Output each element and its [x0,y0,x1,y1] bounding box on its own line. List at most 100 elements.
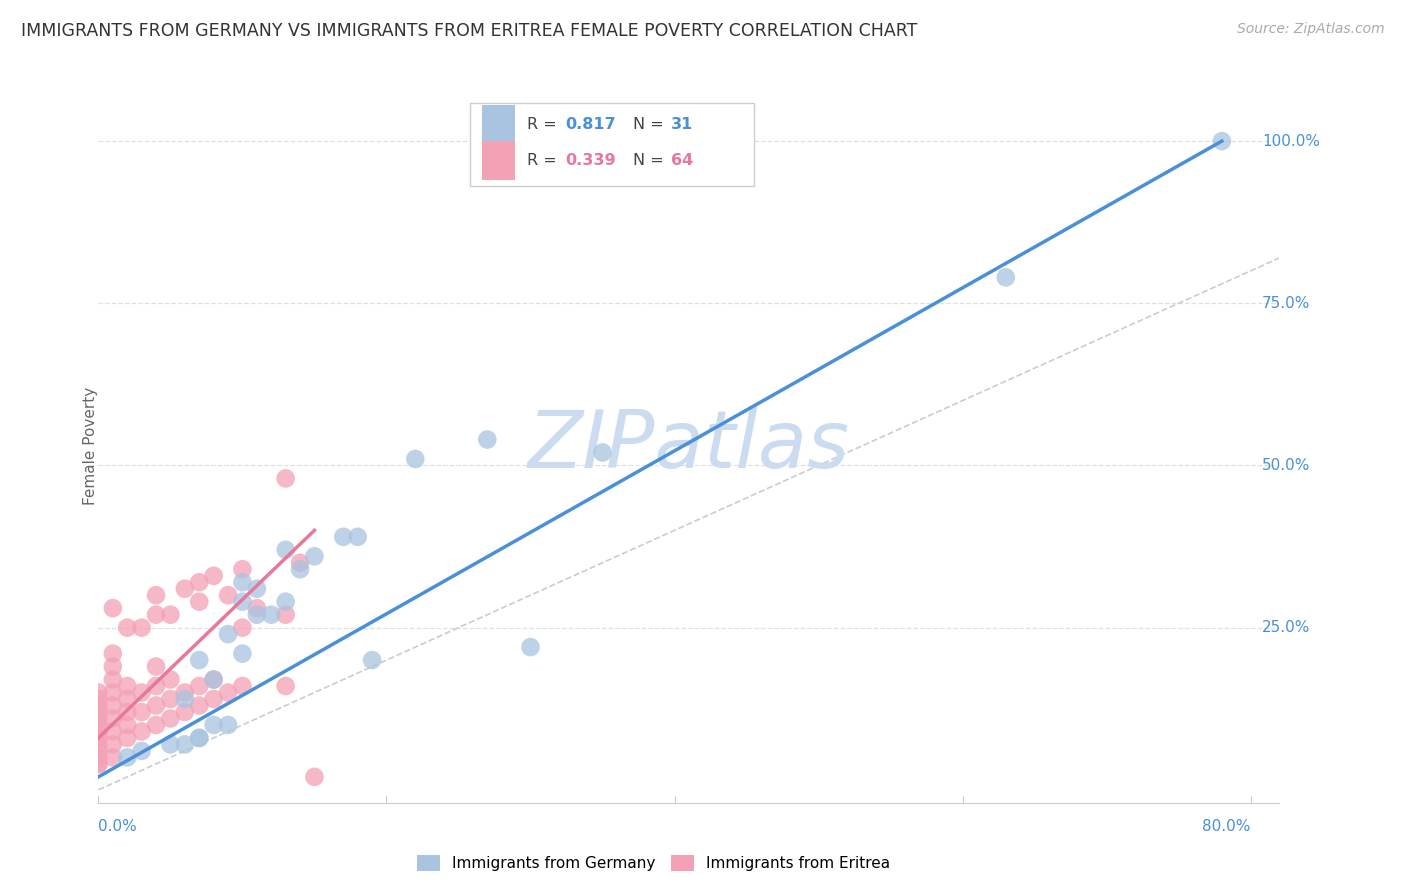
Point [217,588,239,602]
Point [231,621,253,635]
Point [131,705,153,719]
Point [101,738,124,752]
Point [87,731,110,745]
Point [1211,134,1233,148]
Point [188,595,211,609]
Point [101,673,124,687]
Point [231,562,253,576]
Text: R =: R = [527,153,562,168]
Point [87,744,110,758]
Point [188,731,211,745]
Point [217,718,239,732]
Point [304,549,326,564]
Legend: Immigrants from Germany, Immigrants from Eritrea: Immigrants from Germany, Immigrants from… [411,849,896,877]
Point [274,679,297,693]
Point [145,679,167,693]
Point [274,471,297,485]
Point [274,595,297,609]
Point [173,738,195,752]
Point [115,750,138,764]
Text: Source: ZipAtlas.com: Source: ZipAtlas.com [1237,22,1385,37]
Point [217,627,239,641]
FancyBboxPatch shape [471,103,754,186]
Point [87,718,110,732]
Text: 64: 64 [671,153,693,168]
Point [288,556,311,570]
Point [145,659,167,673]
Y-axis label: Female Poverty: Female Poverty [83,387,97,505]
Point [131,724,153,739]
Point [246,601,269,615]
Point [87,711,110,725]
Point [404,452,426,467]
Point [87,705,110,719]
Point [87,750,110,764]
Point [202,673,225,687]
Point [87,685,110,699]
Point [87,738,110,752]
Point [173,685,195,699]
Point [87,698,110,713]
Point [304,770,326,784]
Text: 50.0%: 50.0% [1263,458,1310,473]
Point [101,601,124,615]
Point [159,711,181,725]
Point [115,705,138,719]
Text: 100.0%: 100.0% [1263,134,1320,149]
Point [592,445,614,459]
Point [145,718,167,732]
Point [101,685,124,699]
Text: 0.339: 0.339 [565,153,616,168]
Point [231,679,253,693]
Point [519,640,541,654]
Text: N =: N = [634,153,669,168]
Point [274,542,297,557]
Point [332,530,354,544]
Text: R =: R = [527,117,562,132]
Point [188,679,211,693]
Point [115,731,138,745]
Point [994,270,1017,285]
Text: IMMIGRANTS FROM GERMANY VS IMMIGRANTS FROM ERITREA FEMALE POVERTY CORRELATION CH: IMMIGRANTS FROM GERMANY VS IMMIGRANTS FR… [21,22,918,40]
Point [115,692,138,706]
Point [159,607,181,622]
Point [115,621,138,635]
Point [101,750,124,764]
Point [202,692,225,706]
Point [188,731,211,745]
Text: 31: 31 [671,117,693,132]
Point [87,724,110,739]
Text: N =: N = [634,117,669,132]
Text: 80.0%: 80.0% [1202,819,1251,834]
Point [202,568,225,582]
Point [202,673,225,687]
Point [231,647,253,661]
Point [346,530,368,544]
Point [101,698,124,713]
Point [246,607,269,622]
Point [115,679,138,693]
Point [173,692,195,706]
Point [87,756,110,771]
Point [202,718,225,732]
Bar [482,105,516,145]
Point [260,607,283,622]
Text: ZIPatlas: ZIPatlas [527,407,851,485]
Point [115,718,138,732]
Text: 75.0%: 75.0% [1263,296,1310,310]
Point [101,647,124,661]
Point [101,724,124,739]
Text: 0.817: 0.817 [565,117,616,132]
Point [131,621,153,635]
Point [361,653,384,667]
Point [101,659,124,673]
Point [159,692,181,706]
Point [159,738,181,752]
Point [288,562,311,576]
Point [217,685,239,699]
Point [159,673,181,687]
Point [274,607,297,622]
Point [87,692,110,706]
Point [101,711,124,725]
Point [246,582,269,596]
